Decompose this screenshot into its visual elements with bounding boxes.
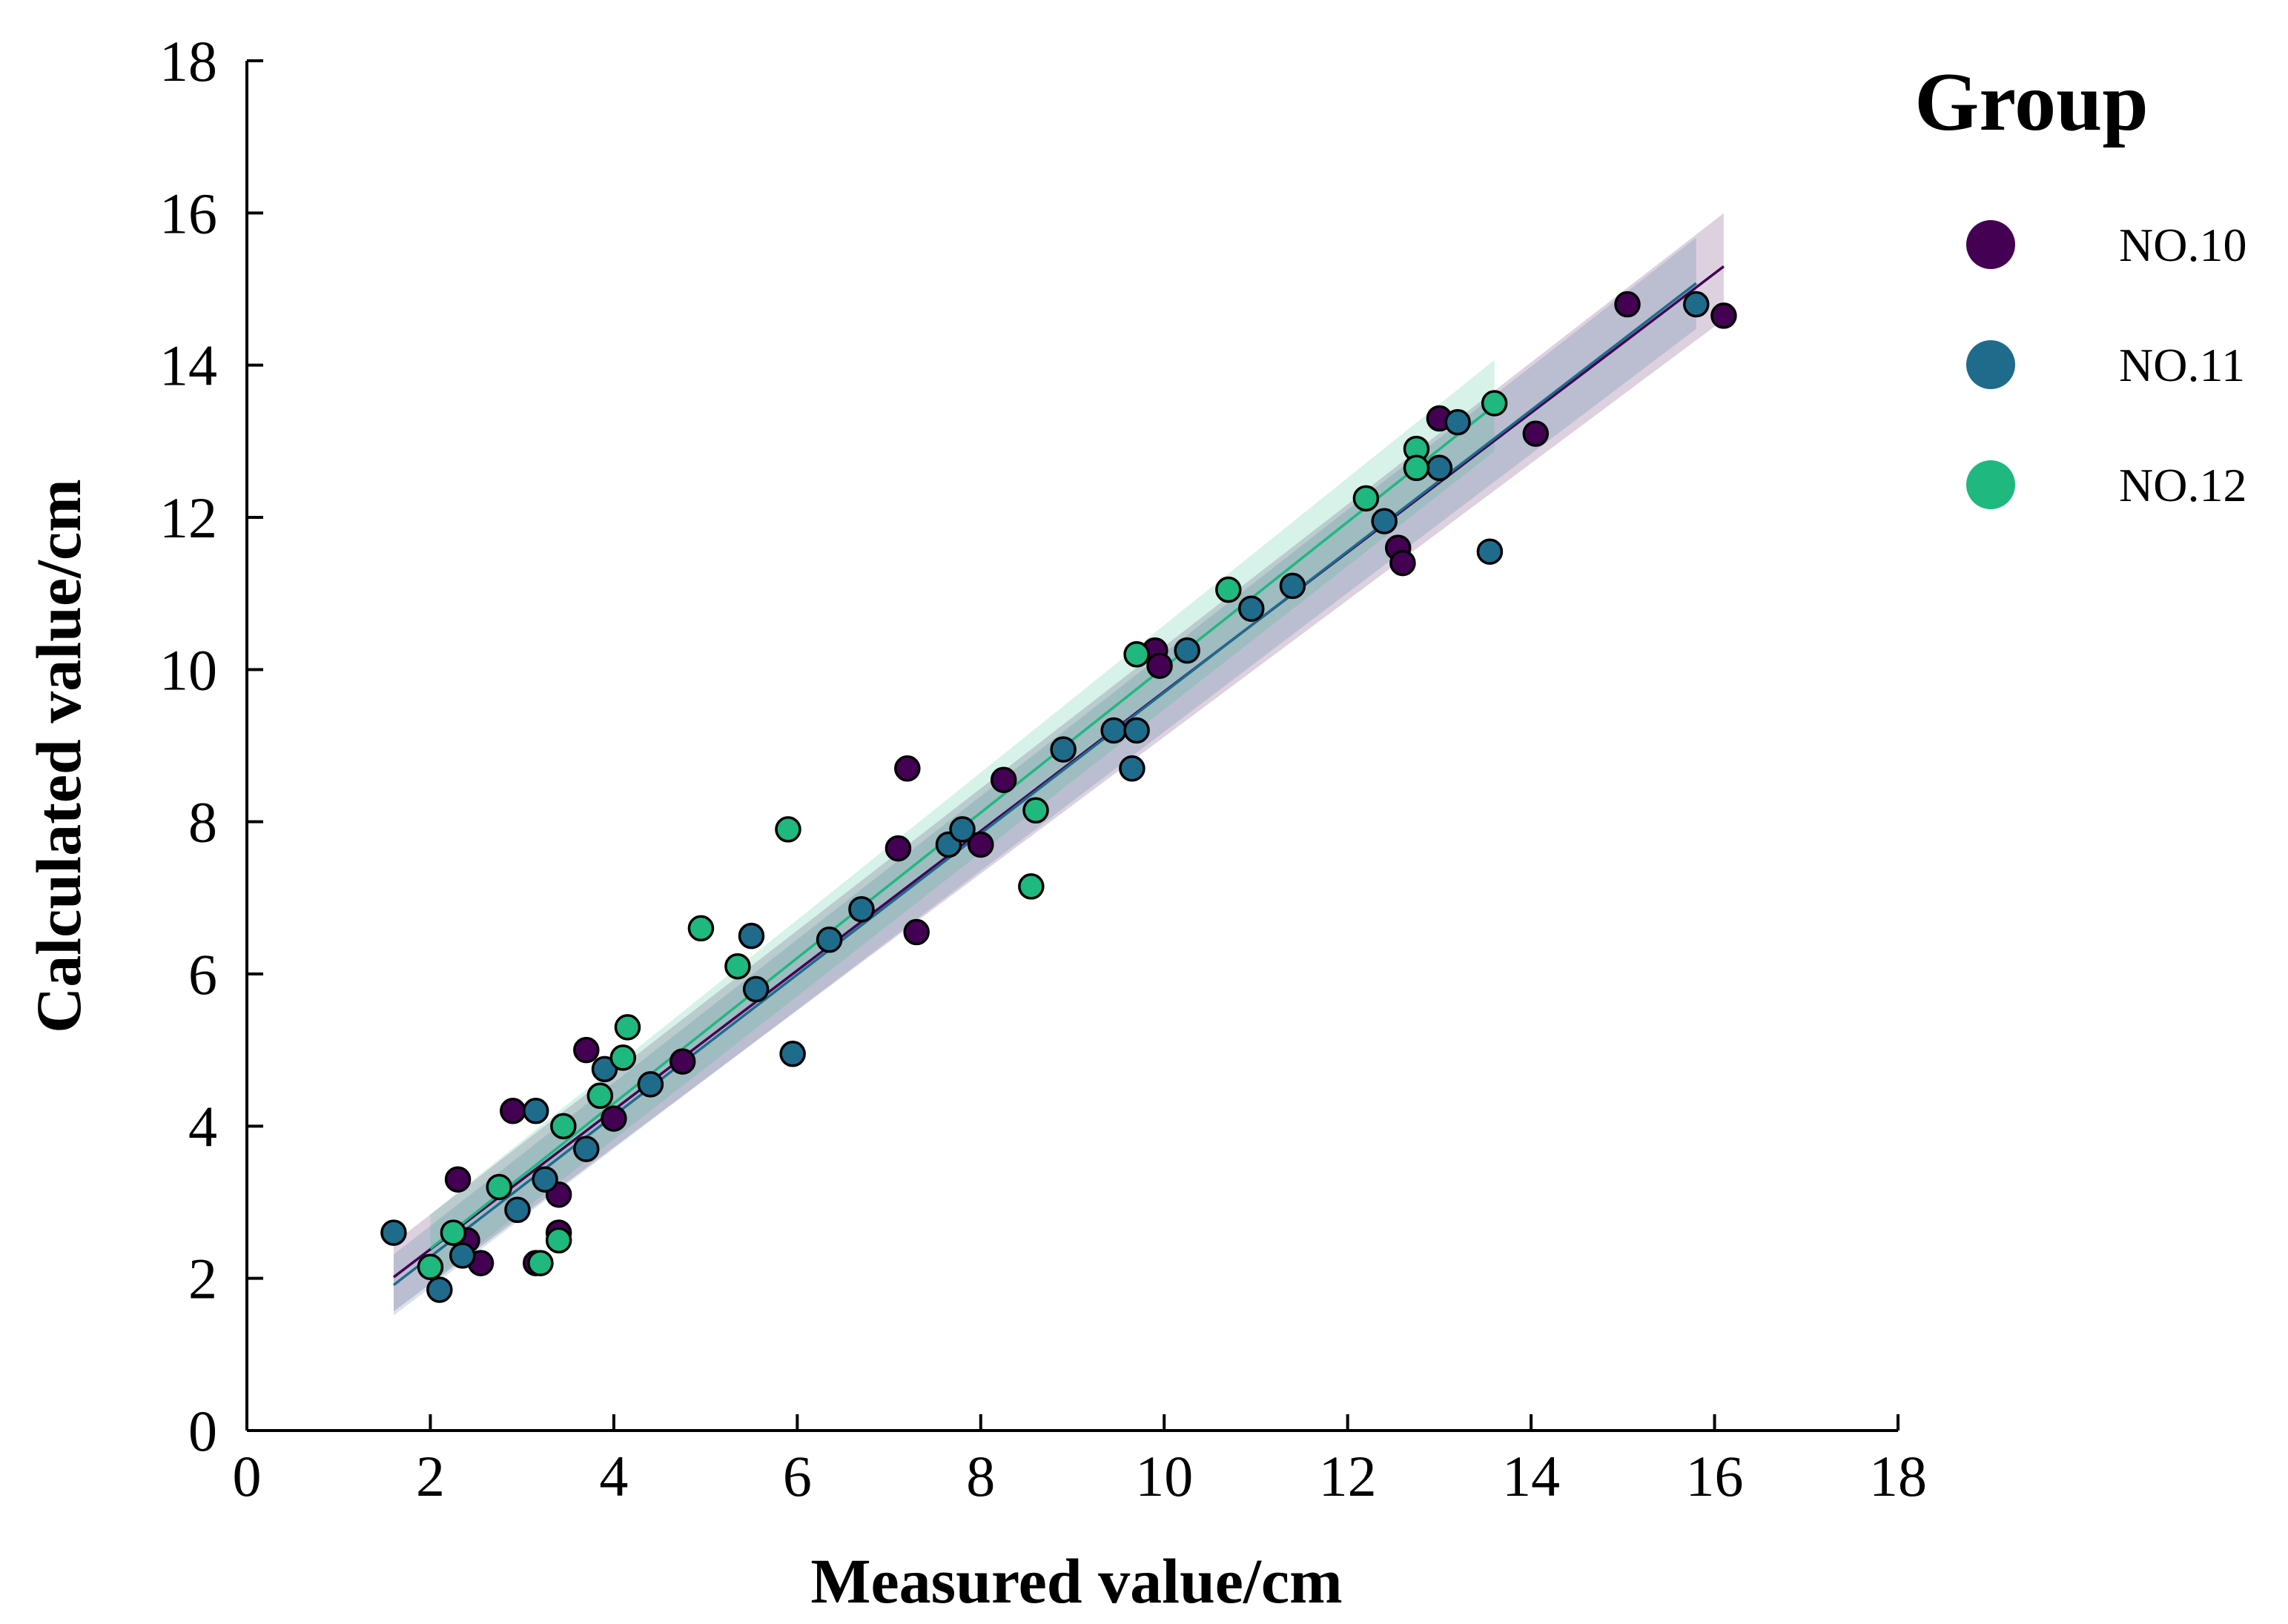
data-point-no11 [1100,717,1127,744]
data-point-no11 [532,1166,558,1193]
data-point-no11 [522,1098,549,1124]
data-point-no12 [1022,797,1049,824]
data-point-no12 [550,1113,577,1140]
y-tick-label: 16 [159,181,217,245]
data-point-no11 [848,895,875,923]
fit-line-no11 [392,282,1697,1286]
data-point-no11 [1238,595,1265,622]
legend-label-no10: NO.10 [2119,219,2246,271]
data-point-no12 [1403,454,1430,482]
data-point-no12 [724,952,751,980]
data-point-no11 [380,1219,407,1246]
x-tick-label: 12 [1319,1444,1377,1508]
data-point-no11 [1444,408,1471,436]
data-point-no12 [609,1044,637,1071]
data-point-no11 [1683,291,1710,318]
data-point-no11 [738,922,765,949]
x-tick-label: 16 [1686,1444,1744,1508]
data-point-no11 [1050,736,1077,763]
x-tick-label: 10 [1135,1444,1193,1508]
data-point-no12 [1481,390,1508,417]
data-point-no12 [527,1250,554,1276]
data-point-no10 [601,1105,627,1132]
x-tick-label: 8 [966,1444,995,1508]
data-point-no11 [637,1071,664,1098]
data-point-no12 [586,1082,614,1110]
y-tick-label: 14 [159,334,217,398]
data-point-no11 [1123,717,1150,744]
y-axis-title: Calculated value/cm [23,479,94,1033]
data-point-no11 [1119,755,1145,782]
legend-title: Group [1914,56,2148,148]
data-points [380,291,1737,1303]
y-tick-label: 12 [159,485,217,550]
x-tick-label: 2 [416,1444,445,1508]
legend-label-no12: NO.12 [2119,459,2246,511]
data-point-no11 [949,816,976,843]
data-point-no12 [486,1173,512,1201]
data-point-no10 [573,1036,600,1064]
legend-marker-no12 [1966,460,2015,509]
y-tick-label: 4 [188,1094,217,1159]
data-point-no10 [444,1166,472,1193]
data-point-no12 [1018,873,1045,900]
y-tick-label: 18 [159,29,217,93]
data-point-no12 [1215,576,1242,603]
x-axis-title: Measured value/cm [810,1545,1342,1617]
x-tick-label: 18 [1869,1444,1927,1508]
data-point-no12 [545,1227,572,1254]
data-point-no10 [903,918,930,946]
legend-marker-no10 [1966,220,2015,269]
y-tick-label: 10 [159,637,217,702]
x-tick-label: 6 [783,1444,812,1508]
data-point-no10 [1614,291,1641,318]
data-point-no11 [1174,637,1200,664]
data-point-no11 [816,927,843,953]
x-tick-label: 4 [599,1444,628,1508]
legend-label-no11: NO.11 [2119,339,2245,391]
data-point-no10 [500,1098,526,1124]
data-point-no12 [687,915,715,942]
data-point-no11 [1371,508,1398,534]
y-tick-label: 6 [188,942,217,1007]
legend-marker-no11 [1966,340,2015,389]
data-point-no10 [990,766,1017,793]
legend: Group NO.10 NO.11 NO.12 [1914,56,2246,511]
data-point-no12 [1352,485,1380,512]
data-point-no12 [417,1253,444,1281]
y-tick-label: 8 [188,790,217,855]
data-point-no11 [426,1276,453,1303]
data-point-no10 [894,755,921,782]
y-tick-label: 2 [188,1247,217,1311]
data-point-no10 [968,831,994,858]
data-point-no10 [1522,420,1550,447]
y-tick-label: 0 [188,1399,217,1463]
data-point-no10 [1389,549,1416,577]
data-point-no11 [1476,538,1504,565]
data-point-no12 [1123,641,1150,668]
data-point-no11 [449,1242,476,1269]
fit-line-no10 [392,265,1725,1279]
data-point-no11 [573,1136,600,1162]
data-point-no10 [1710,302,1737,329]
data-point-no11 [1426,454,1453,482]
data-point-no10 [669,1048,696,1075]
data-point-no11 [779,1041,806,1067]
data-point-no10 [1146,652,1173,679]
x-tick-label: 0 [233,1444,262,1508]
axes: 0 2 4 6 8 10 12 14 16 18 0 2 4 6 8 10 12 14 16 18 [159,29,1927,1508]
data-point-no12 [775,816,801,843]
data-point-no11 [1279,572,1306,600]
data-point-no10 [885,835,912,862]
data-point-no11 [742,975,770,1003]
data-point-no12 [440,1219,467,1246]
data-point-no12 [614,1014,641,1041]
x-tick-label: 14 [1502,1444,1560,1508]
data-point-no11 [504,1196,531,1224]
